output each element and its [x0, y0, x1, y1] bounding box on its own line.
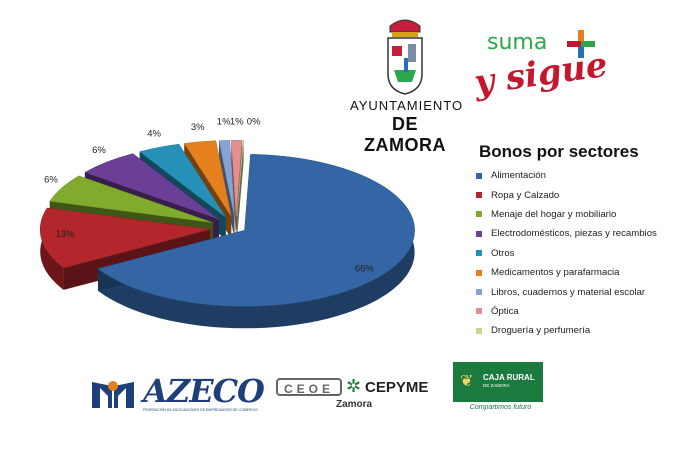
- legend-item: Libros, cuadernos y material escolar: [476, 282, 657, 301]
- legend-label: Electrodomésticos, piezas y recambios: [491, 228, 657, 240]
- azeco-mark-icon: [92, 381, 134, 408]
- pie-slice: [218, 140, 235, 217]
- data-labels: 66%13%6%6%4%3%1% 1% 0%: [44, 116, 374, 274]
- pie-slice-edge: [236, 140, 244, 239]
- azeco-logo: AZECO FEDERACIÓN DE ASOCIACIONES DE EMPR…: [88, 372, 265, 414]
- legend-swatch: [476, 211, 482, 218]
- legend-swatch: [476, 230, 482, 237]
- pie-slice: [236, 140, 244, 217]
- wheat-icon: ❦: [460, 373, 474, 390]
- pie-slice: [97, 154, 415, 307]
- pie-slice-edge: [231, 140, 237, 239]
- legend-swatch: [476, 192, 482, 199]
- cepyme-city: Zamora: [336, 399, 373, 410]
- legend-label: Alimentación: [491, 170, 546, 182]
- legend-label: Óptica: [491, 305, 519, 317]
- ayuntamiento-line2: DE ZAMORA: [364, 114, 446, 155]
- legend-item: Otros: [476, 244, 657, 263]
- legend-label: Libros, cuadernos y material escolar: [491, 286, 646, 298]
- data-label: 6%: [92, 145, 106, 156]
- data-label: 1%: [217, 116, 231, 127]
- legend-label: Ropa y Calzado: [491, 189, 560, 201]
- legend-item: Ropa y Calzado: [476, 185, 657, 204]
- legend-item: Droguería y perfumería: [476, 321, 657, 340]
- coat-of-arms-icon: [387, 19, 423, 95]
- ceoe-name: CEOE: [276, 378, 342, 396]
- legend-label: Otros: [491, 247, 515, 259]
- azeco-subtitle: FEDERACIÓN DE ASOCIACIONES DE EMPRESARIO…: [143, 408, 258, 412]
- legend-label: Droguería y perfumería: [491, 325, 591, 337]
- caja-rural-logo: ❦ CAJA RURAL DE ZAMORA: [453, 362, 543, 402]
- azeco-name: AZECO: [143, 372, 265, 410]
- pie-slice: [84, 153, 220, 220]
- pie-slice: [139, 143, 226, 218]
- plus-icon: [567, 30, 595, 58]
- data-label: 1%: [230, 116, 244, 127]
- ayuntamiento-line1: AYUNTAMIENTO: [350, 98, 464, 113]
- data-label: 66%: [355, 264, 375, 275]
- caja-slogan: Compartimos futuro: [469, 404, 532, 411]
- data-label: 3%: [191, 122, 205, 133]
- chart-title: Bonos por sectores: [479, 142, 639, 161]
- cepyme-name: CEPYME: [365, 379, 429, 396]
- legend-item: Alimentación: [476, 166, 657, 185]
- legend-swatch: [476, 250, 482, 257]
- legend-swatch: [476, 289, 482, 296]
- legend-swatch: [476, 308, 482, 315]
- legend-label: Medicamentos y parafarmacia: [491, 267, 620, 279]
- suma-y-sigue-logo: suma y sigue: [470, 22, 610, 122]
- caja-name: CAJA RURAL: [483, 373, 535, 382]
- data-label: 13%: [56, 229, 76, 240]
- cepyme-star-icon: ✲: [346, 376, 362, 396]
- legend-swatch: [476, 327, 482, 334]
- legend-label: Menaje del hogar y mobiliario: [491, 208, 617, 220]
- pie-slice: [231, 140, 243, 217]
- legend-item: Menaje del hogar y mobiliario: [476, 205, 657, 224]
- pie-slice: [49, 175, 213, 223]
- pie-slice: [40, 207, 211, 269]
- legend-swatch: [476, 172, 482, 179]
- data-label: 6%: [44, 174, 58, 185]
- legend-item: Medicamentos y parafarmacia: [476, 263, 657, 282]
- data-label: 0%: [247, 116, 261, 127]
- pie-tops: [40, 140, 415, 307]
- legend-item: Óptica: [476, 302, 657, 321]
- suma-word: suma: [487, 30, 548, 55]
- data-label: 4%: [147, 128, 161, 139]
- ceoe-cepyme-logo: CEOE ✲ CEPYME Zamora: [276, 374, 438, 414]
- caja-city: DE ZAMORA: [483, 383, 510, 388]
- legend-swatch: [476, 269, 482, 276]
- chart-legend: Alimentación Ropa y Calzado Menaje del hog…: [476, 166, 657, 341]
- ayuntamiento-logo: AYUNTAMIENTO DE ZAMORA: [350, 14, 464, 155]
- pie-slice: [183, 140, 232, 217]
- legend-item: Electrodomésticos, piezas y recambios: [476, 224, 657, 243]
